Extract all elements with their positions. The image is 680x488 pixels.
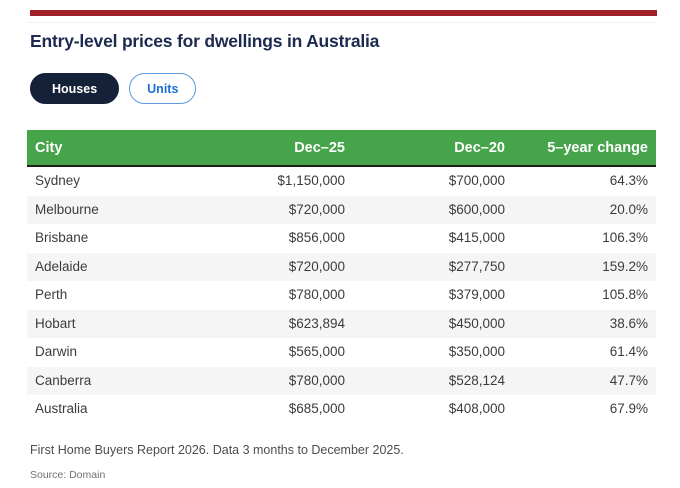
- value-cell: 38.6%: [609, 315, 648, 331]
- value-cell: $685,000: [288, 401, 345, 416]
- value-cell: 20.0%: [609, 201, 648, 217]
- value-cell: $720,000: [288, 201, 345, 217]
- city-cell: Melbourne: [35, 201, 99, 217]
- city-cell: Sydney: [35, 173, 81, 188]
- table-row: Melbourne $720,000 $600,000 20.0%: [27, 195, 656, 224]
- table-header-row: City Dec–25 Dec–20 5–year change: [27, 130, 656, 167]
- city-cell: Hobart: [35, 315, 76, 331]
- city-cell: Perth: [35, 287, 68, 302]
- table-row: Darwin $565,000 $350,000 61.4%: [27, 338, 656, 367]
- city-cell: Darwin: [35, 344, 78, 359]
- value-cell: $350,000: [448, 344, 505, 359]
- value-cell: 67.9%: [609, 401, 648, 416]
- table-row: Brisbane $856,000 $415,000 106.3%: [27, 224, 656, 253]
- value-cell: $780,000: [288, 287, 345, 302]
- value-cell: 159.2%: [602, 258, 648, 274]
- value-cell: $565,000: [288, 344, 345, 359]
- houses-toggle-button[interactable]: Houses: [30, 73, 120, 104]
- value-cell: $528,124: [448, 372, 505, 388]
- city-cell: Canberra: [35, 372, 92, 388]
- card-top-border: [27, 22, 657, 23]
- table-row: Canberra $780,000 $528,124 47.7%: [27, 366, 656, 395]
- table-row: Hobart $623,894 $450,000 38.6%: [27, 309, 656, 338]
- footnote-text: First Home Buyers Report 2026. Data 3 mo…: [30, 443, 404, 457]
- value-cell: $379,000: [448, 287, 505, 302]
- table-row: Sydney $1,150,000 $700,000 64.3%: [27, 166, 656, 196]
- value-cell: 47.7%: [609, 372, 648, 388]
- city-cell: Australia: [35, 401, 88, 416]
- column-header-3: 5–year change: [505, 130, 656, 167]
- table-body: Sydney $1,150,000 $700,000 64.3% Melbourne $7…: [27, 166, 656, 424]
- city-cell: Brisbane: [35, 230, 89, 245]
- value-cell: 106.3%: [602, 230, 648, 245]
- page-title: Entry-level prices for dwellings in Aust…: [30, 31, 380, 51]
- value-cell: $856,000: [288, 230, 345, 245]
- value-cell: $1,150,000: [277, 173, 345, 188]
- value-cell: $277,750: [448, 258, 505, 274]
- value-cell: 64.3%: [609, 173, 648, 188]
- value-cell: $600,000: [448, 201, 505, 217]
- view-toggle-group: Houses Units: [30, 73, 197, 104]
- city-cell: Adelaide: [35, 258, 88, 274]
- column-header-1: Dec–25: [197, 130, 345, 167]
- value-cell: $415,000: [448, 230, 505, 245]
- value-cell: $408,000: [448, 401, 505, 416]
- source-text: Source: Domain: [30, 469, 106, 481]
- top-accent-bar: [30, 10, 657, 16]
- value-cell: 105.8%: [602, 287, 648, 302]
- table-row: Australia $685,000 $408,000 67.9%: [27, 395, 656, 424]
- units-toggle-button[interactable]: Units: [129, 73, 197, 104]
- value-cell: $700,000: [448, 173, 505, 188]
- table-header: City Dec–25 Dec–20 5–year change: [27, 130, 656, 167]
- value-cell: $623,894: [288, 315, 345, 331]
- table-row: Perth $780,000 $379,000 105.8%: [27, 281, 656, 310]
- value-cell: $720,000: [288, 258, 345, 274]
- table-row: Adelaide $720,000 $277,750 159.2%: [27, 252, 656, 281]
- data-table: City Dec–25 Dec–20 5–year change Sydney $1,1…: [27, 130, 656, 424]
- column-header-city: City: [27, 130, 197, 167]
- value-cell: 61.4%: [609, 344, 648, 359]
- value-cell: $780,000: [288, 372, 345, 388]
- value-cell: $450,000: [448, 315, 505, 331]
- column-header-2: Dec–20: [345, 130, 505, 167]
